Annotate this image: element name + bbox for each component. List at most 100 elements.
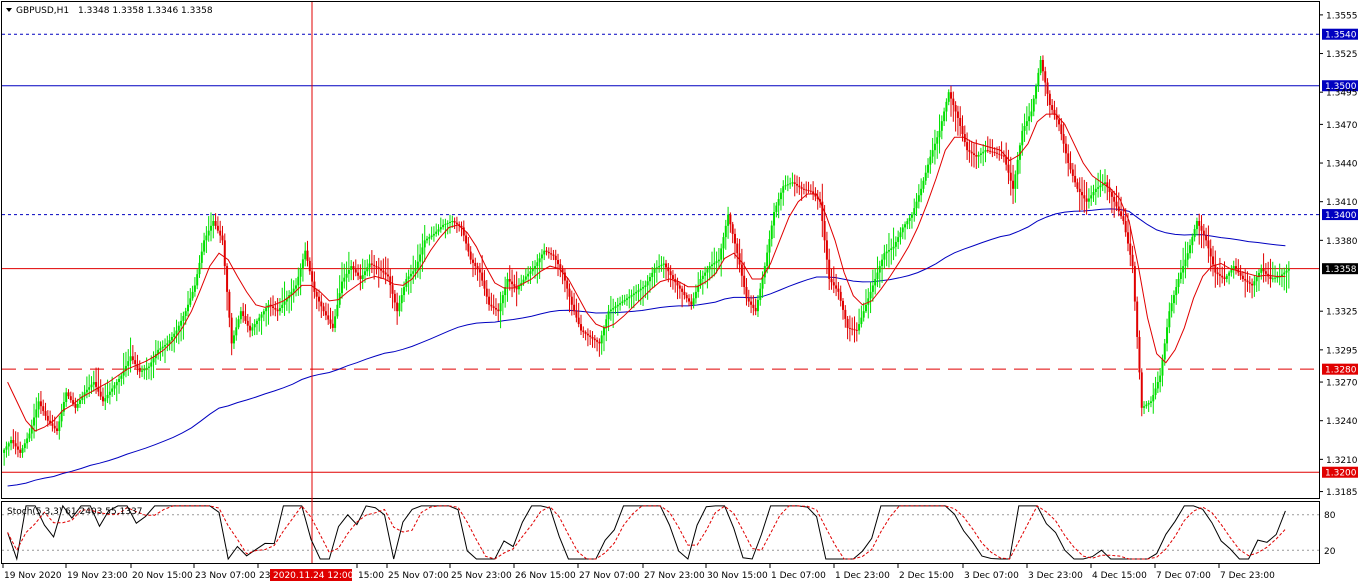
collapse-triangle-icon[interactable] [6, 8, 12, 12]
candle-body [1163, 343, 1166, 360]
candle-body [343, 277, 346, 282]
candle-body [147, 366, 150, 368]
candle-body [501, 295, 504, 304]
fast-ma-line [7, 113, 1286, 432]
candle-body [874, 278, 877, 286]
candle-body [471, 259, 474, 263]
slow-moving-average [7, 208, 1286, 487]
candle-body [1205, 235, 1208, 241]
stochastic-panel-frame [1, 501, 1320, 564]
candle-body [596, 340, 599, 342]
candle-body [515, 286, 518, 290]
candle-body [35, 409, 38, 418]
candle-body [382, 270, 385, 273]
candle-body [1000, 154, 1003, 156]
candle-body [913, 208, 916, 215]
candle-body [44, 411, 47, 416]
candle-body [966, 142, 969, 151]
price-tick-label: 1.3555 [1326, 11, 1358, 21]
candle-body [759, 288, 762, 300]
candle-body [561, 268, 564, 273]
candle-body [568, 288, 571, 297]
candle-body [90, 384, 93, 388]
candle-body [832, 282, 835, 286]
candle-body [899, 232, 902, 238]
candle-body [991, 151, 994, 153]
candle-body [72, 400, 75, 404]
candle-body [915, 201, 918, 209]
candle-body [191, 291, 194, 299]
candle-body [416, 261, 419, 269]
candle-body [1228, 272, 1231, 276]
candle-body [821, 201, 824, 222]
candle-body [655, 267, 658, 269]
time-tick-label: 30 Nov 15:00 [707, 571, 768, 581]
price-tick-label: 1.3240 [1326, 417, 1358, 427]
candle-body [1122, 216, 1125, 222]
candle-body [929, 156, 932, 165]
candle-body [773, 211, 776, 226]
candle-body [545, 250, 548, 252]
candle-body [187, 304, 190, 312]
price-level-tag [1322, 209, 1358, 221]
candle-body [619, 303, 622, 305]
candle-body [361, 275, 364, 279]
candle-body [589, 335, 592, 337]
candle-body [823, 221, 826, 241]
candle-body [327, 315, 330, 320]
candle-body [340, 281, 343, 294]
candle-body [580, 324, 583, 331]
candle-body [12, 440, 15, 444]
candle-body [681, 288, 684, 292]
candle-body [1285, 270, 1288, 273]
candle-body [733, 233, 736, 244]
candle-body [1081, 192, 1084, 196]
candle-body [458, 224, 461, 226]
stochastic-label: Stoch(5,3,3) 61.2403 55.1337 [7, 507, 142, 517]
candle-body [78, 400, 81, 404]
candle-body [1239, 272, 1242, 276]
candle-body [1076, 182, 1079, 189]
candle-body [304, 250, 307, 260]
candle-body [1223, 277, 1226, 279]
candle-body [414, 268, 417, 272]
candle-body [129, 356, 132, 362]
candle-body [729, 214, 732, 225]
candle-body [1168, 311, 1171, 328]
candle-body [625, 298, 628, 300]
candle-body [947, 92, 950, 102]
candle-body [621, 301, 624, 304]
candle-body [598, 341, 601, 344]
candle-body [908, 217, 911, 222]
candle-body [807, 190, 810, 192]
candle-body [986, 150, 989, 152]
candle-body [527, 273, 530, 277]
candle-body [42, 406, 45, 412]
candle-body [1193, 229, 1196, 238]
candle-body [534, 266, 537, 269]
candle-body [883, 253, 886, 260]
candle-body [299, 268, 302, 277]
candle-body [637, 290, 640, 292]
candle-body [1120, 211, 1123, 217]
candle-body [1041, 59, 1044, 72]
candle-body [704, 272, 707, 276]
candle-body [839, 291, 842, 301]
candle-body [391, 285, 394, 294]
candle-body [396, 302, 399, 312]
candle-body [336, 304, 339, 317]
candle-body [1117, 206, 1120, 212]
candle-body [214, 221, 217, 226]
candle-body [1225, 275, 1228, 279]
stochastic-main-line [7, 504, 1286, 561]
price-tick-label: 1.3525 [1326, 50, 1358, 60]
candle-body [384, 272, 387, 275]
candle-body [1154, 388, 1157, 395]
candle-body [244, 316, 247, 321]
candle-body [1064, 143, 1067, 154]
candle-body [1202, 230, 1205, 236]
candle-body [154, 354, 157, 359]
candle-body [451, 221, 454, 223]
candle-body [1106, 182, 1109, 188]
